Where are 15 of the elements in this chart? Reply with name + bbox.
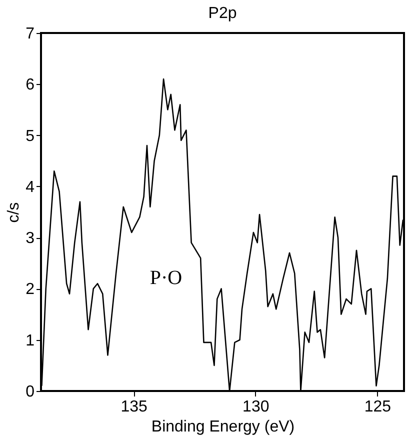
y-tick-label: 0 [26, 384, 35, 400]
y-tick-label: 1 [26, 332, 35, 350]
y-tick-label: 4 [26, 178, 35, 196]
x-tick-label: 135 [120, 398, 148, 416]
y-tick-label: 7 [26, 26, 35, 42]
y-tick-label: 3 [26, 230, 35, 248]
y-axis-title: c/s [6, 202, 23, 223]
annotation: P·O [150, 267, 182, 289]
y-tick-label: 2 [26, 281, 35, 298]
x-tick-label: 125 [364, 398, 392, 416]
x-axis-title: Binding Energy (eV) [151, 418, 295, 436]
y-tick-label: 5 [26, 128, 35, 145]
chart-title: P2p [208, 5, 237, 22]
x-tick-label: 130 [242, 398, 270, 416]
y-tick-label: 6 [26, 76, 35, 94]
